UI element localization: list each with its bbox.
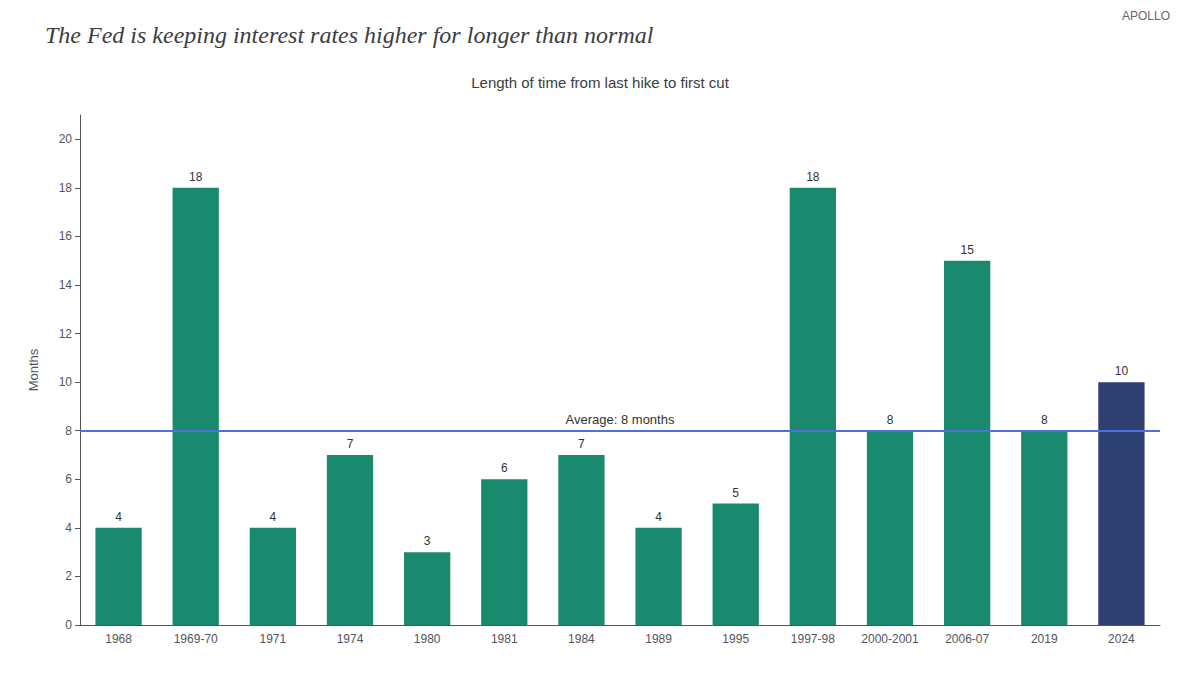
svg-text:20: 20 (59, 132, 73, 146)
svg-text:18: 18 (189, 170, 203, 184)
svg-text:15: 15 (960, 243, 974, 257)
svg-text:10: 10 (1115, 364, 1129, 378)
svg-text:1974: 1974 (337, 632, 364, 646)
svg-text:1989: 1989 (645, 632, 672, 646)
svg-text:3: 3 (424, 534, 431, 548)
svg-text:Length of time from last hike: Length of time from last hike to first c… (471, 74, 729, 91)
svg-text:2024: 2024 (1108, 632, 1135, 646)
svg-text:1980: 1980 (414, 632, 441, 646)
svg-text:The Fed is keeping interest ra: The Fed is keeping interest rates higher… (45, 22, 654, 48)
svg-text:2006-07: 2006-07 (945, 632, 989, 646)
svg-text:18: 18 (806, 170, 820, 184)
svg-text:12: 12 (59, 327, 73, 341)
svg-text:4: 4 (270, 510, 277, 524)
svg-text:1997-98: 1997-98 (791, 632, 835, 646)
svg-text:6: 6 (501, 461, 508, 475)
svg-text:1981: 1981 (491, 632, 518, 646)
svg-text:1995: 1995 (722, 632, 749, 646)
svg-text:16: 16 (59, 229, 73, 243)
svg-text:8: 8 (887, 413, 894, 427)
svg-text:4: 4 (115, 510, 122, 524)
svg-text:2: 2 (65, 569, 72, 583)
svg-text:5: 5 (732, 486, 739, 500)
svg-text:18: 18 (59, 181, 73, 195)
svg-text:Average: 8 months: Average: 8 months (566, 412, 675, 427)
svg-text:14: 14 (59, 278, 73, 292)
svg-text:1969-70: 1969-70 (174, 632, 218, 646)
svg-text:APOLLO: APOLLO (1122, 9, 1170, 23)
svg-text:10: 10 (59, 375, 73, 389)
svg-text:1984: 1984 (568, 632, 595, 646)
svg-text:Months: Months (26, 348, 41, 391)
svg-text:2019: 2019 (1031, 632, 1058, 646)
svg-text:6: 6 (65, 472, 72, 486)
svg-text:2000-2001: 2000-2001 (861, 632, 919, 646)
svg-text:0: 0 (65, 618, 72, 632)
svg-text:4: 4 (65, 521, 72, 535)
svg-text:7: 7 (578, 437, 585, 451)
svg-text:7: 7 (347, 437, 354, 451)
svg-text:4: 4 (655, 510, 662, 524)
svg-text:1971: 1971 (260, 632, 287, 646)
svg-text:1968: 1968 (105, 632, 132, 646)
svg-text:8: 8 (65, 424, 72, 438)
svg-text:8: 8 (1041, 413, 1048, 427)
